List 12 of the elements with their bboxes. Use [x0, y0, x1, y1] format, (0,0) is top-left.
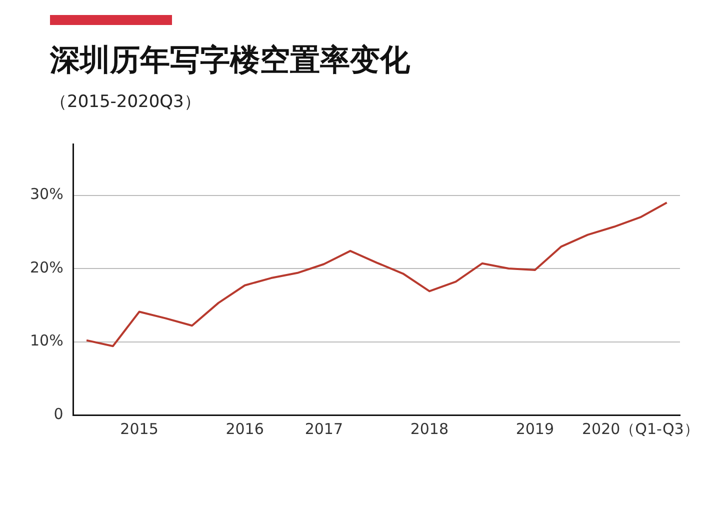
y-tick-label: 0: [54, 404, 64, 423]
x-tick-label: 2015: [120, 420, 158, 438]
y-tick-label: 30%: [30, 185, 64, 204]
x-tick-label: 2017: [304, 420, 344, 438]
y-tick-label: 10%: [30, 332, 64, 350]
chart-title: 深圳历年写字楼空置率变化: [50, 42, 410, 80]
x-tick-label: 2019: [516, 420, 554, 438]
chart-subtitle: （2015-2020Q3）: [50, 91, 201, 113]
x-tick-label: 2020（Q1-Q3）: [582, 420, 699, 438]
x-tick-label: 2018: [410, 420, 449, 438]
y-tick-label: 20%: [30, 258, 64, 276]
x-tick-label: 2016: [226, 420, 264, 438]
